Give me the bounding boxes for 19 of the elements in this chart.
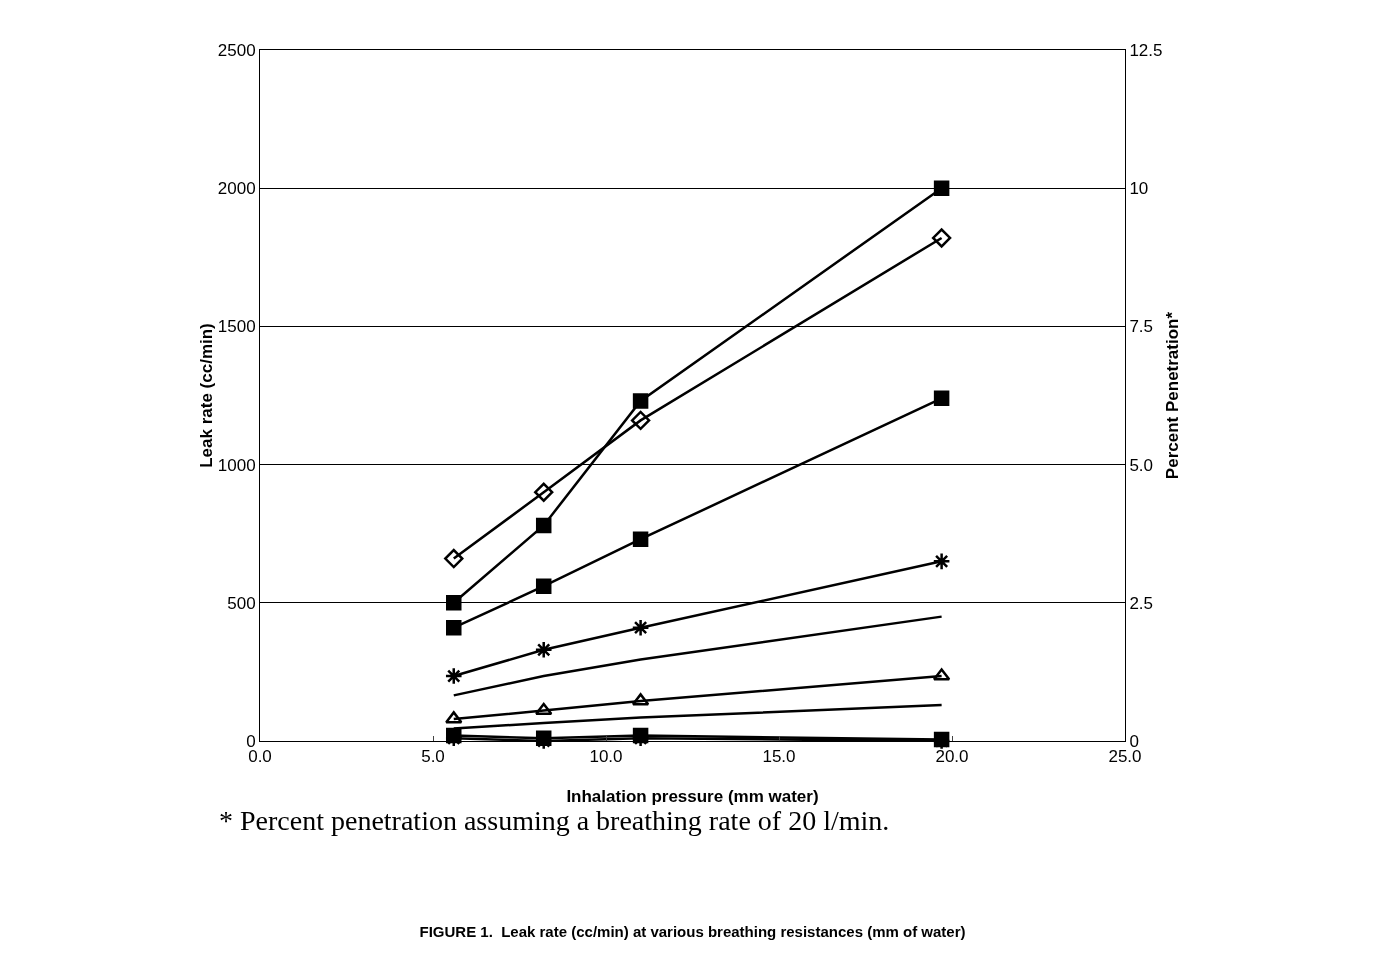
y2-tick-label: 5.0 bbox=[1129, 455, 1154, 475]
y2-tick-label: 12.5 bbox=[1129, 40, 1163, 60]
y-axis-title: Leak rate (cc/min) bbox=[196, 323, 216, 468]
text: * Percent penetration assuming a breathing rate of 20 l/min. bbox=[219, 805, 890, 836]
y-tick-label: 2000 bbox=[217, 179, 256, 199]
x-axis-title: Inhalation pressure (mm water) bbox=[566, 787, 819, 806]
y2-tick-label: 10 bbox=[1129, 179, 1149, 199]
text: FIGURE 1. Leak rate (cc/min) at various breathing resistances (mm of water) bbox=[419, 923, 966, 941]
x-tick-label: 15.0 bbox=[762, 747, 796, 767]
y2-tick-label: 7.5 bbox=[1129, 317, 1154, 337]
x-tick-label: 5.0 bbox=[421, 747, 445, 767]
x-tick-label: 20.0 bbox=[935, 747, 969, 767]
y-tick-label: 1500 bbox=[217, 317, 256, 337]
y-tick-label: 500 bbox=[227, 593, 256, 613]
y2-tick-label: 2.5 bbox=[1129, 593, 1154, 613]
y2-axis-title: Percent Penetration* bbox=[1162, 311, 1182, 480]
x-tick-label: 10.0 bbox=[589, 747, 623, 767]
y-tick-label: 1000 bbox=[217, 455, 256, 475]
y-tick-label: 2500 bbox=[217, 40, 256, 60]
